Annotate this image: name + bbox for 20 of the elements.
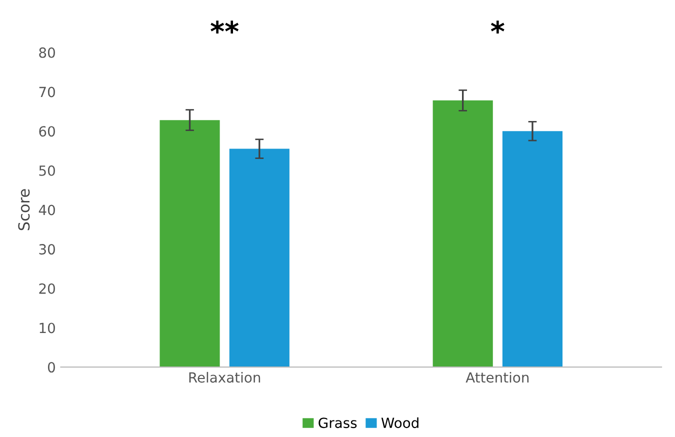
y-tick-label: 10 — [40, 322, 55, 334]
bar — [160, 120, 220, 368]
legend-label: Grass — [318, 418, 357, 428]
bar — [432, 100, 493, 368]
x-tick-label: Relaxation — [189, 372, 260, 383]
y-tick-label: 0 — [48, 362, 55, 373]
y-tick-label: 30 — [39, 244, 55, 255]
y-tick-label: 60 — [39, 126, 55, 137]
y-axis-title: Score — [18, 189, 30, 230]
bar — [229, 148, 290, 368]
y-tick-label: 20 — [39, 283, 55, 294]
y-tick-label: 50 — [39, 165, 55, 176]
y-tick-label: 40 — [38, 204, 55, 216]
y-tick-label: 80 — [39, 47, 55, 58]
bar — [502, 131, 563, 368]
legend-label: Wood — [381, 417, 418, 428]
x-tick-label: Attention — [466, 372, 529, 383]
text: ** — [210, 20, 239, 34]
text: * — [490, 20, 504, 34]
y-tick-label: 70 — [39, 86, 55, 98]
